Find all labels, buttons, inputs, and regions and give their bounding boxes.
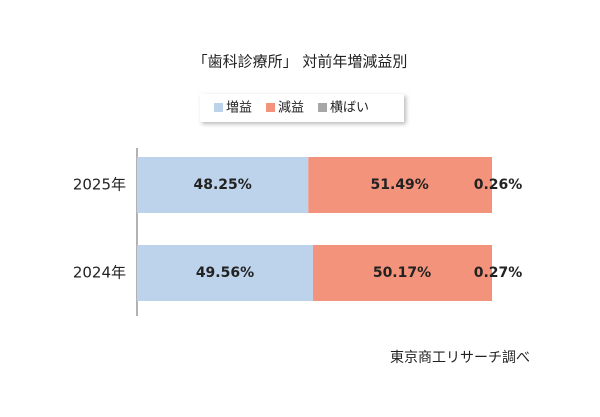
bar-segment	[137, 157, 309, 213]
data-label: 0.27%	[474, 265, 523, 281]
bar-segment	[491, 157, 492, 213]
data-label: 0.26%	[474, 177, 523, 193]
data-label: 49.56%	[196, 265, 254, 281]
bar-segment	[308, 157, 492, 213]
legend-swatch	[214, 103, 223, 112]
chart-title: 「歯科診療所」 対前年増減益別	[193, 53, 408, 71]
legend-label: 減益	[278, 100, 304, 116]
bar-segment	[137, 245, 313, 301]
data-label: 50.17%	[373, 265, 431, 281]
y-tick-label: 2024年	[73, 264, 126, 282]
legend-swatch	[266, 103, 276, 112]
y-tick-label: 2025年	[73, 176, 126, 194]
bar-segment	[312, 245, 492, 301]
legend-label: 増益	[226, 101, 252, 116]
data-label: 48.25%	[193, 177, 251, 193]
data-label: 51.49%	[371, 177, 429, 193]
legend-label: 横ばい	[330, 101, 369, 116]
legend-box	[200, 94, 404, 122]
source-note: 東京商工リサーチ調べ	[390, 350, 530, 366]
legend-swatch	[318, 103, 328, 112]
bar-segment	[491, 245, 492, 301]
